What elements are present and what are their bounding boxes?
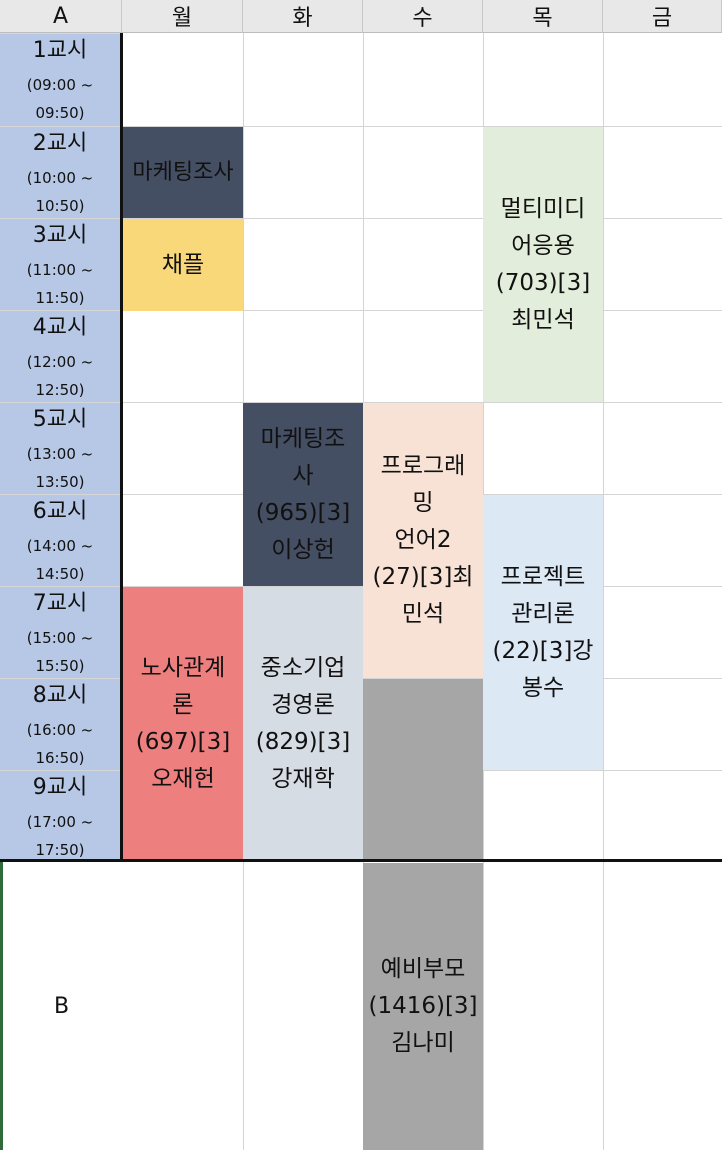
period-cell-7[interactable]: 7교시 (15:00 ~ 15:50): [0, 586, 120, 678]
column-header-fri[interactable]: 금: [603, 0, 722, 33]
period-label: 9교시: [32, 775, 88, 800]
course-wed-programming[interactable]: 프로그래 밍 언어2 (27)[3]최 민석: [363, 403, 483, 678]
period-start-time: (14:00 ~: [26, 537, 94, 555]
period-cell-4[interactable]: 4교시 (12:00 ~ 12:50): [0, 310, 120, 402]
period-end-time: 13:50): [35, 473, 85, 491]
left-green-edge: [0, 862, 3, 1150]
period-end-time: 10:50): [35, 197, 85, 215]
period-cell-9[interactable]: 9교시 (17:00 ~ 17:50): [0, 770, 120, 860]
period-cell-6[interactable]: 6교시 (14:00 ~ 14:50): [0, 494, 120, 586]
period-cell-3[interactable]: 3교시 (11:00 ~ 11:50): [0, 218, 120, 310]
column-header-mon[interactable]: 월: [122, 0, 243, 33]
course-wed-gray-block[interactable]: [363, 679, 483, 861]
row-separator-border: [0, 859, 722, 862]
period-label: 1교시: [32, 38, 88, 63]
course-mon-labor-relations[interactable]: 노사관계 론 (697)[3] 오재헌: [123, 587, 243, 861]
period-cell-5[interactable]: 5교시 (13:00 ~ 13:50): [0, 402, 120, 494]
period-end-time: 17:50): [35, 841, 85, 859]
period-start-time: (09:00 ~: [26, 76, 94, 94]
period-cell-1[interactable]: 1교시 (09:00 ~ 09:50): [0, 33, 120, 126]
grid-line-vertical: [603, 33, 604, 1150]
period-end-time: 14:50): [35, 565, 85, 583]
grid-line-horizontal: [123, 218, 722, 219]
period-start-time: (12:00 ~: [26, 353, 94, 371]
period-column-border: [120, 33, 123, 862]
period-start-time: (15:00 ~: [26, 629, 94, 647]
column-header-thu[interactable]: 목: [483, 0, 603, 33]
period-start-time: (11:00 ~: [26, 261, 94, 279]
period-label: 6교시: [32, 499, 88, 524]
grid-line-horizontal: [123, 402, 722, 403]
row-label-b[interactable]: B: [53, 993, 70, 1019]
period-label: 7교시: [32, 591, 88, 616]
course-thu-multimedia[interactable]: 멀티미디 어응용 (703)[3] 최민석: [483, 127, 603, 402]
grid-line-horizontal: [123, 678, 722, 679]
column-header-a[interactable]: A: [0, 0, 122, 33]
period-end-time: 12:50): [35, 381, 85, 399]
course-mon-chapel[interactable]: 채플: [123, 219, 243, 311]
period-start-time: (16:00 ~: [26, 721, 94, 739]
column-header-tue[interactable]: 화: [243, 0, 363, 33]
period-label: 3교시: [32, 223, 88, 248]
course-mon-marketing[interactable]: 마케팅조사: [123, 127, 243, 218]
period-label: 5교시: [32, 407, 88, 432]
period-end-time: 09:50): [35, 104, 85, 122]
course-tue-marketing[interactable]: 마케팅조 사 (965)[3] 이상헌: [243, 403, 363, 586]
period-start-time: (13:00 ~: [26, 445, 94, 463]
period-end-time: 11:50): [35, 289, 85, 307]
course-thu-project-management[interactable]: 프로젝트 관리론 (22)[3]강 봉수: [483, 495, 603, 770]
grid-line-horizontal: [123, 310, 722, 311]
period-cell-8[interactable]: 8교시 (16:00 ~ 16:50): [0, 678, 120, 770]
period-label: 4교시: [32, 315, 88, 340]
course-tue-sme-management[interactable]: 중소기업 경영론 (829)[3] 강재학: [243, 587, 363, 861]
period-end-time: 16:50): [35, 749, 85, 767]
period-label: 8교시: [32, 683, 88, 708]
period-start-time: (17:00 ~: [26, 813, 94, 831]
grid-line-horizontal: [123, 126, 722, 127]
column-header-wed[interactable]: 수: [363, 0, 483, 33]
period-cell-2[interactable]: 2교시 (10:00 ~ 10:50): [0, 126, 120, 218]
course-wed-reserve-parents[interactable]: 예비부모 (1416)[3] 김나미: [363, 863, 483, 1150]
period-start-time: (10:00 ~: [26, 169, 94, 187]
period-label: 2교시: [32, 131, 88, 156]
period-end-time: 15:50): [35, 657, 85, 675]
